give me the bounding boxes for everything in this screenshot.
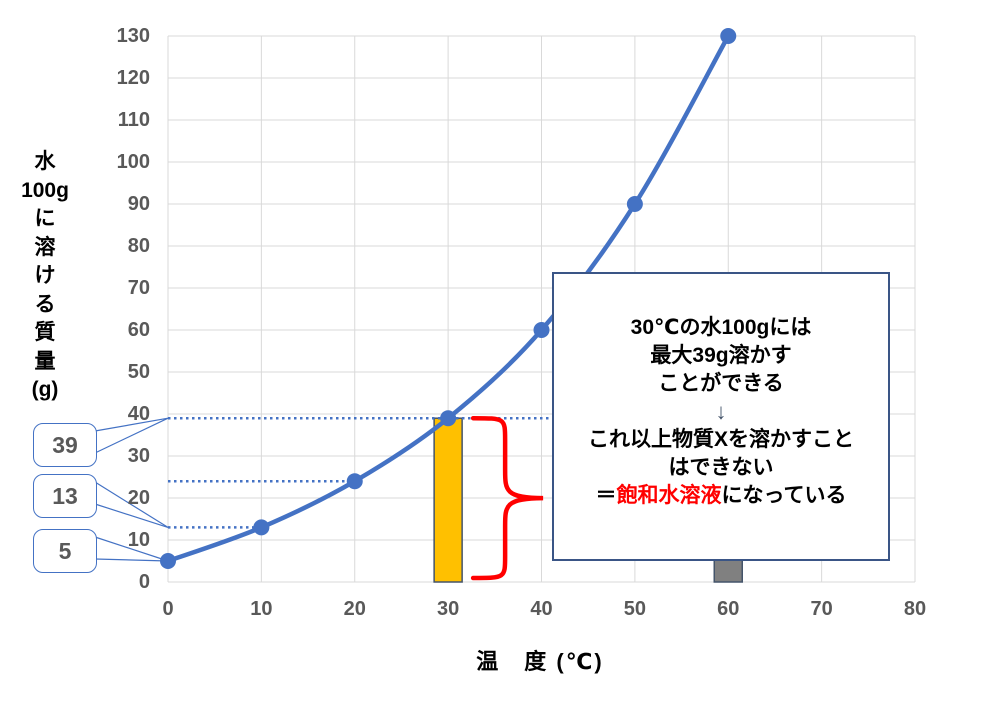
data-point-marker [440, 410, 457, 427]
y-axis-title-line: 量 [34, 349, 56, 373]
annotation-segment: ↓ [715, 399, 727, 424]
x-tick-label: 10 [250, 598, 273, 620]
y-axis-title-line: 質 [34, 321, 56, 344]
callout-leader-line [94, 481, 169, 528]
y-tick-label: 60 [127, 319, 150, 341]
callout-value-39-label: 39 [52, 431, 78, 458]
data-point-marker [626, 196, 643, 212]
annotation-line: 最大39g溶かす [554, 342, 888, 370]
y-tick-label: 100 [116, 151, 150, 173]
annotation-segment: 30℃の水100gには [630, 316, 812, 339]
annotation-line: ことができる [554, 370, 888, 398]
y-tick-label: 50 [127, 361, 150, 383]
x-tick-label: 80 [903, 598, 927, 620]
y-tick-label: 90 [127, 193, 150, 215]
y-axis-title-line: (g) [31, 378, 59, 401]
y-tick-label: 70 [127, 277, 150, 299]
annotation-line: ＝飽和水溶液になっている [554, 482, 888, 510]
data-point-marker [533, 322, 550, 338]
data-point-marker [346, 473, 363, 490]
callout-leader-line [94, 503, 169, 528]
y-axis-title-line: 溶 [34, 235, 56, 259]
y-tick-label: 130 [116, 25, 150, 47]
y-tick-label: 20 [127, 487, 150, 509]
data-point-marker [253, 519, 270, 536]
y-tick-label: 120 [116, 67, 150, 89]
y-tick-label: 110 [117, 109, 150, 131]
y-axis-title-line: け [34, 264, 56, 287]
callout-value-13-label: 13 [52, 482, 78, 509]
down-arrow-icon: ↓ [554, 398, 888, 426]
callout-value-5-label: 5 [58, 537, 72, 564]
callout-leader-line [94, 558, 169, 562]
red-curly-brace [470, 415, 544, 581]
annotation-segment: これ以上物質Xを溶かすこと [587, 428, 854, 451]
y-tick-label: 30 [127, 445, 150, 467]
annotation-segment: ＝ [595, 484, 617, 507]
y-tick-label: 10 [127, 529, 150, 551]
y-tick-label: 80 [127, 235, 150, 257]
annotation-line: これ以上物質Xを溶かすこと [554, 426, 888, 454]
annotation-segment: 飽和水溶液 [616, 484, 722, 507]
annotation-segment: はできない [668, 456, 774, 479]
callout-leader-line [94, 536, 169, 562]
gray-bar-60 [713, 556, 743, 583]
x-tick-label: 50 [623, 598, 646, 620]
x-tick-label: 70 [810, 598, 833, 620]
y-axis-title-line: に [34, 207, 56, 230]
callout-value-5: 5 [33, 529, 97, 573]
annotation-line: はできない [554, 454, 888, 482]
annotation-text-box: 30℃の水100gには 最大39g溶かす ことができる ↓ これ以上物質Xを溶かすことは… [552, 272, 890, 561]
x-tick-label: 40 [530, 598, 553, 620]
x-tick-label: 0 [162, 598, 174, 620]
annotation-line: 30℃の水100gには [554, 314, 888, 342]
callout-value-39: 39 [33, 423, 97, 467]
y-axis-title-line: る [34, 292, 56, 316]
y-axis-title-line: 水 [34, 150, 56, 173]
callout-value-13: 13 [33, 474, 97, 518]
y-tick-label: 0 [138, 571, 150, 593]
annotation-segment: になっている [721, 484, 847, 507]
x-axis-title: 温 度 (℃) [476, 649, 604, 674]
annotation-segment: ことができる [658, 372, 784, 395]
highlight-bar-30 [433, 417, 463, 583]
callout-leader-line [94, 417, 169, 432]
x-tick-label: 60 [717, 598, 740, 620]
annotation-segment: 最大39g溶かす [650, 344, 792, 367]
y-axis-title: 水 100g に溶ける質量 (g) [5, 148, 85, 405]
y-tick-label: 40 [127, 403, 150, 425]
data-point-marker [720, 28, 737, 44]
y-axis-title-line: 100g [21, 178, 69, 202]
x-tick-label: 30 [437, 598, 460, 620]
callout-leader-line [94, 417, 169, 454]
x-tick-label: 20 [343, 598, 366, 620]
